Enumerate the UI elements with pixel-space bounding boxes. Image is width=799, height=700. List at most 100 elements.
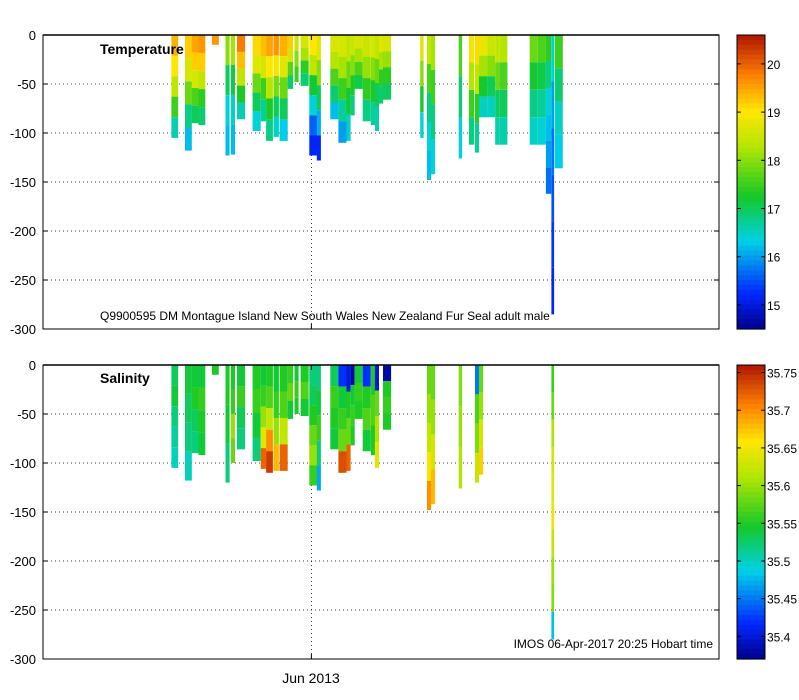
profile-cell bbox=[252, 413, 261, 437]
profile-cell bbox=[458, 76, 463, 118]
colorbar-segment bbox=[737, 565, 765, 572]
y-tick-label: -200 bbox=[10, 224, 36, 239]
profile-cell bbox=[551, 221, 555, 268]
colorbar-segment bbox=[737, 260, 765, 266]
profile-cell bbox=[316, 85, 321, 111]
colorbar-segment bbox=[737, 644, 765, 650]
profile-cell bbox=[427, 481, 432, 510]
colorbar-segment bbox=[737, 128, 765, 134]
colorbar-segment bbox=[737, 39, 765, 46]
colorbar-segment bbox=[737, 133, 765, 139]
profile-cell bbox=[362, 35, 371, 57]
profile-cell bbox=[294, 50, 299, 67]
profile-cell bbox=[551, 447, 555, 475]
profile-cell bbox=[529, 89, 538, 118]
colorbar-segment bbox=[737, 142, 765, 149]
colorbar-segment bbox=[737, 394, 765, 400]
profile-cell bbox=[551, 81, 555, 128]
colorbar-segment bbox=[737, 231, 765, 237]
profile-cell bbox=[354, 383, 363, 401]
profile-cell bbox=[171, 385, 179, 407]
profile-cell bbox=[346, 114, 351, 141]
profile-cell bbox=[431, 104, 436, 140]
profile-cell bbox=[479, 365, 484, 393]
colorbar-segment bbox=[737, 304, 765, 310]
colorbar-segment bbox=[737, 404, 765, 410]
profile-cell bbox=[287, 35, 294, 49]
profile-cell bbox=[273, 417, 279, 445]
colorbar-segment bbox=[737, 118, 765, 124]
profile-cell bbox=[479, 35, 488, 56]
profile-cell bbox=[529, 62, 538, 90]
profile-cell bbox=[370, 35, 375, 58]
profile-cell bbox=[551, 419, 555, 448]
colorbar-segment bbox=[737, 561, 765, 567]
profile-cell bbox=[354, 365, 363, 383]
colorbar-segment bbox=[737, 191, 765, 198]
profile-cell bbox=[383, 67, 392, 84]
colorbar-segment bbox=[737, 309, 765, 315]
salinity-panel: 0 -50 -100 -150 -200 -250 -300 Salinity IMOS 0… bbox=[10, 358, 797, 686]
colorbar-segment bbox=[737, 619, 765, 626]
colorbar-segment bbox=[737, 186, 765, 193]
profile-cell bbox=[374, 83, 379, 107]
colorbar-segment bbox=[737, 314, 765, 320]
colorbar-segment bbox=[737, 211, 765, 217]
profile-cell bbox=[346, 61, 351, 88]
colorbar-segment bbox=[737, 418, 765, 425]
colorbar-segment bbox=[737, 649, 765, 655]
profile-cell bbox=[431, 365, 436, 400]
colorbar-segment bbox=[737, 167, 765, 173]
colorbar-segment bbox=[737, 113, 765, 119]
profile-cell bbox=[427, 35, 432, 64]
profile-cell bbox=[260, 78, 267, 100]
profile-cell bbox=[475, 423, 480, 454]
profile-cell bbox=[374, 390, 379, 417]
colorbar-segment bbox=[737, 162, 765, 168]
profile-cell bbox=[362, 408, 371, 430]
profile-cell bbox=[260, 406, 267, 428]
profile-cell bbox=[273, 35, 279, 56]
colorbar-frame bbox=[736, 34, 766, 330]
profile-cell bbox=[330, 68, 339, 86]
profile-cell bbox=[551, 502, 555, 530]
profile-cell bbox=[260, 35, 267, 57]
profile-cell bbox=[316, 415, 321, 441]
profile-cell bbox=[431, 434, 436, 470]
profile-cell bbox=[370, 80, 375, 103]
profile-cell bbox=[185, 58, 192, 82]
profile-cell bbox=[338, 99, 347, 122]
profile-cell bbox=[529, 117, 538, 145]
profile-cell bbox=[362, 429, 371, 452]
profile-cell bbox=[260, 365, 267, 386]
y-tick-label: -100 bbox=[10, 126, 36, 141]
colorbar-segment bbox=[737, 206, 765, 212]
colorbar-segment bbox=[737, 600, 765, 606]
profile-cell bbox=[330, 85, 339, 103]
profile-cell bbox=[551, 35, 555, 82]
profile-cell bbox=[279, 56, 288, 78]
profile-cell bbox=[230, 94, 235, 125]
profile-cell bbox=[427, 365, 432, 394]
colorbar-segment bbox=[737, 458, 765, 464]
profile-cell bbox=[237, 35, 246, 52]
profile-cell bbox=[551, 557, 555, 585]
profile-cell bbox=[225, 365, 230, 405]
profile-cell bbox=[475, 35, 480, 65]
profile-cell bbox=[171, 426, 179, 448]
colorbar-segment bbox=[737, 226, 765, 232]
profile-cell bbox=[537, 117, 546, 145]
profile-cell bbox=[191, 431, 199, 454]
profile-cell bbox=[551, 128, 555, 175]
profile-cell bbox=[260, 99, 267, 122]
colorbar-segment bbox=[737, 463, 765, 469]
profile-cell bbox=[545, 114, 552, 141]
profile-cell bbox=[185, 422, 192, 452]
profile-cell bbox=[370, 365, 375, 396]
profile-cell bbox=[431, 35, 436, 70]
colorbar-segment bbox=[737, 74, 765, 80]
profile-cell bbox=[338, 78, 347, 100]
profile-cell bbox=[309, 115, 318, 136]
salinity-profiles bbox=[43, 364, 719, 640]
profile-cell bbox=[309, 35, 318, 56]
